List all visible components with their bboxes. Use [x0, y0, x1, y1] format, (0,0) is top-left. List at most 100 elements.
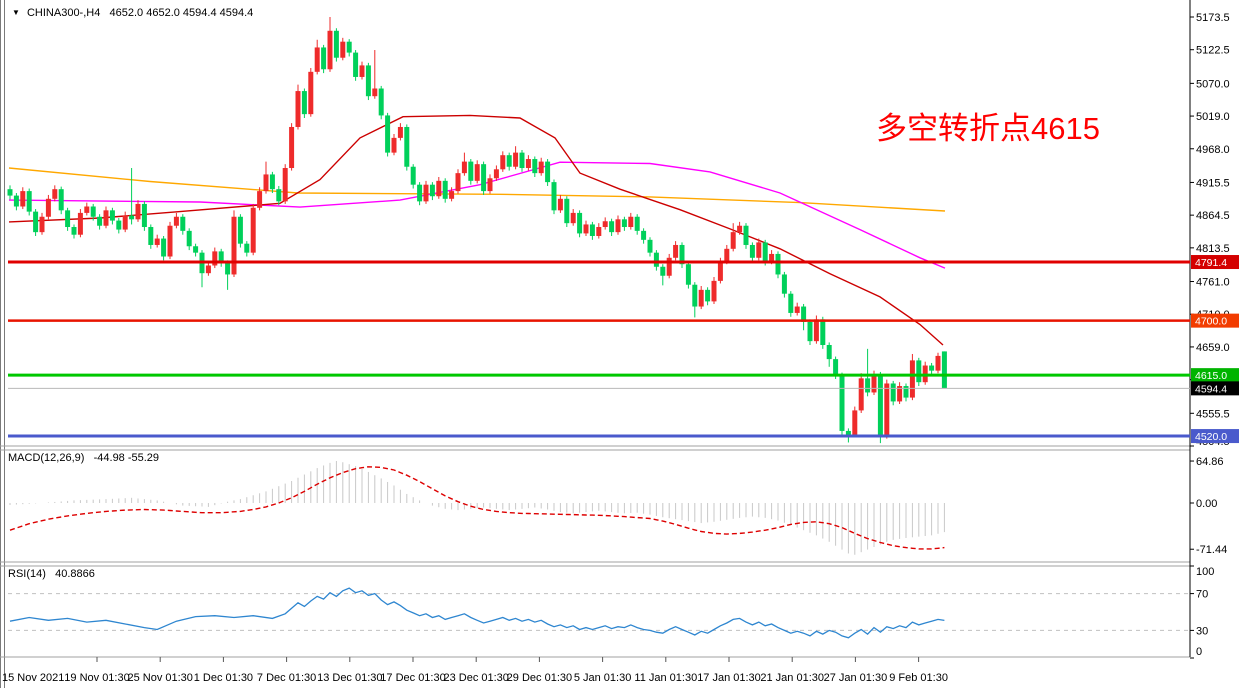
candle-body — [474, 164, 480, 181]
candle-body — [487, 178, 493, 192]
candle-body — [794, 306, 800, 313]
candle-body — [423, 184, 429, 202]
candle-body — [359, 65, 365, 77]
price-tick-label: 4864.5 — [1196, 210, 1230, 222]
candle-body — [852, 410, 858, 435]
candle-body — [122, 215, 128, 230]
candle-body — [321, 47, 327, 70]
current-price-badge-bg — [1191, 381, 1239, 396]
date-label: 7 Dec 01:30 — [257, 672, 316, 684]
candle-body — [461, 161, 467, 174]
candle-body — [7, 189, 13, 196]
candle-body — [84, 206, 90, 213]
price-level-badge: 4791.4 — [1195, 257, 1227, 269]
rsi-tick-label: 0 — [1196, 646, 1202, 658]
date-label: 23 Dec 01:30 — [443, 672, 508, 684]
candle-body — [698, 289, 704, 307]
price-tick-label: 5070.0 — [1196, 78, 1230, 90]
candle-body — [506, 155, 512, 167]
price-tick-label: 4968.0 — [1196, 144, 1230, 156]
candle-body — [289, 126, 295, 169]
candle-body — [71, 227, 77, 235]
candle-body — [193, 246, 199, 253]
candle-body — [231, 216, 237, 275]
candle-body — [628, 216, 634, 228]
candle-body — [116, 220, 122, 230]
price-tick-label: 5019.0 — [1196, 111, 1230, 123]
candle-body — [801, 306, 807, 322]
candle-body — [877, 374, 883, 437]
panel-splitter[interactable] — [4, 0, 5, 688]
candle-body — [839, 375, 845, 431]
candle-body — [525, 159, 531, 169]
rsi-current-value: 40.8866 — [55, 568, 95, 580]
candle-body — [186, 230, 192, 247]
price-tick-label: 4659.0 — [1196, 342, 1230, 354]
candle-body — [442, 180, 448, 199]
candle-body — [538, 161, 544, 174]
candle-body — [276, 189, 282, 202]
candle-body — [33, 211, 39, 233]
rsi-tick-label: 70 — [1196, 589, 1208, 601]
candle-body — [679, 244, 685, 265]
rsi-title: RSI(14) — [8, 568, 46, 580]
candle-body — [673, 244, 679, 258]
price-tick-label: 4915.5 — [1196, 177, 1230, 189]
candle-body — [77, 212, 83, 235]
candle-body — [109, 210, 115, 221]
candle-body — [858, 378, 864, 411]
candle-body — [653, 252, 659, 267]
candle-body — [244, 243, 250, 253]
price-tick-label: 4813.5 — [1196, 243, 1230, 255]
candle-body — [909, 360, 915, 398]
price-level-badge: 4615.0 — [1195, 370, 1227, 382]
chart-title: ▼ CHINA300-,H4 4652.0 4652.0 4594.4 4594… — [12, 7, 253, 19]
candle-body — [577, 212, 583, 234]
candle-body — [916, 360, 922, 383]
date-label: 17 Dec 01:30 — [380, 672, 445, 684]
macd-signal-line — [9, 466, 945, 550]
rsi-line — [9, 587, 945, 639]
candle-body — [404, 126, 410, 167]
candle-body — [705, 289, 711, 302]
candle-body — [212, 251, 218, 266]
candle-body — [148, 227, 154, 245]
candle-body — [685, 264, 691, 285]
price-tick-label: 5122.5 — [1196, 45, 1230, 57]
candle-body — [250, 207, 256, 253]
candle-body — [749, 244, 755, 258]
candle-body — [308, 71, 314, 115]
candle-body — [90, 206, 96, 217]
candle-body — [781, 274, 787, 294]
candle-body — [775, 253, 781, 275]
macd-indicator-label: MACD(12,26,9) -44.98 -55.29 — [8, 452, 159, 464]
candle-body — [884, 383, 890, 437]
candle-body — [45, 198, 51, 217]
candle-body — [820, 319, 826, 346]
candle-body — [97, 216, 103, 226]
candle-body — [615, 219, 621, 233]
candle-body — [449, 191, 455, 199]
candle-body — [481, 164, 487, 192]
macd-current-values: -44.98 -55.29 — [93, 452, 160, 464]
candle-body — [13, 195, 19, 207]
candle-body — [385, 115, 391, 153]
date-label: 27 Jan 01:30 — [824, 672, 888, 684]
collapse-indicator-icon[interactable]: ▼ — [12, 8, 20, 17]
candle-body — [301, 91, 307, 115]
candle-body — [141, 203, 147, 228]
candle-body — [941, 351, 947, 389]
date-label: 15 Nov 2021 — [2, 672, 64, 684]
candle-body — [717, 261, 723, 281]
candle-body — [583, 224, 589, 234]
candle-body — [429, 184, 435, 197]
candle-body — [756, 242, 762, 258]
candle-body — [890, 383, 896, 402]
candle-body — [551, 182, 557, 211]
candle-body — [532, 159, 538, 174]
date-label: 19 Nov 01:30 — [64, 672, 129, 684]
candle-body — [519, 152, 525, 169]
price-level-badge-bg — [1191, 255, 1239, 270]
candle-body — [935, 355, 941, 371]
